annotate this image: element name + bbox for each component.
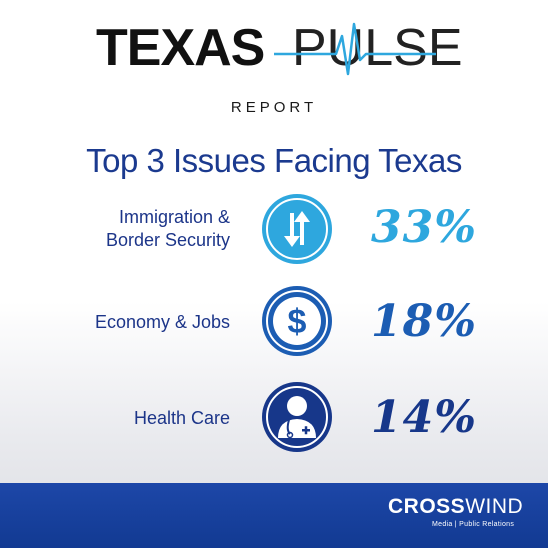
issue-label-line: Health Care bbox=[133, 408, 230, 428]
svg-text:$: $ bbox=[288, 303, 307, 341]
page-title: Top 3 Issues Facing Texas bbox=[86, 142, 462, 179]
logo-texas-text: TEXAS bbox=[96, 19, 265, 77]
issue-label: Economy & Jobs bbox=[95, 311, 230, 334]
issue-percent: 18% bbox=[371, 296, 478, 347]
issue-label: Immigration & Border Security bbox=[106, 206, 230, 252]
logo-pulse-text: PULSE bbox=[292, 19, 463, 77]
footer-bar bbox=[0, 483, 548, 548]
brand-bold-text: CROSS bbox=[388, 495, 466, 518]
issue-label-line: Border Security bbox=[105, 230, 230, 250]
issue-percent: 14% bbox=[371, 392, 478, 443]
brand-light-text: WIND bbox=[465, 495, 524, 518]
dollar-sign-icon: $ bbox=[262, 286, 332, 356]
issue-label-line: Immigration & bbox=[118, 207, 230, 227]
issue-label: Health Care bbox=[134, 407, 230, 430]
brand-tagline: Media | Public Relations bbox=[432, 521, 515, 528]
crosswind-logo: CROSSWIND bbox=[388, 495, 523, 519]
texas-pulse-logo: TEXAS PULSE bbox=[96, 18, 463, 80]
issue-label-line: Economy & Jobs bbox=[94, 312, 230, 332]
header: TEXAS PULSE REPORT bbox=[0, 0, 548, 130]
issue-row-health-care: Health Care 14% bbox=[0, 382, 548, 462]
report-subtitle: REPORT bbox=[230, 99, 318, 116]
issue-row-economy: Economy & Jobs $ 18% bbox=[0, 286, 548, 366]
up-down-arrows-icon bbox=[262, 194, 332, 264]
issue-row-immigration: Immigration & Border Security 33% bbox=[0, 194, 548, 274]
doctor-icon bbox=[262, 382, 332, 452]
issue-percent: 33% bbox=[371, 202, 478, 253]
heartbeat-line-icon bbox=[274, 22, 436, 76]
